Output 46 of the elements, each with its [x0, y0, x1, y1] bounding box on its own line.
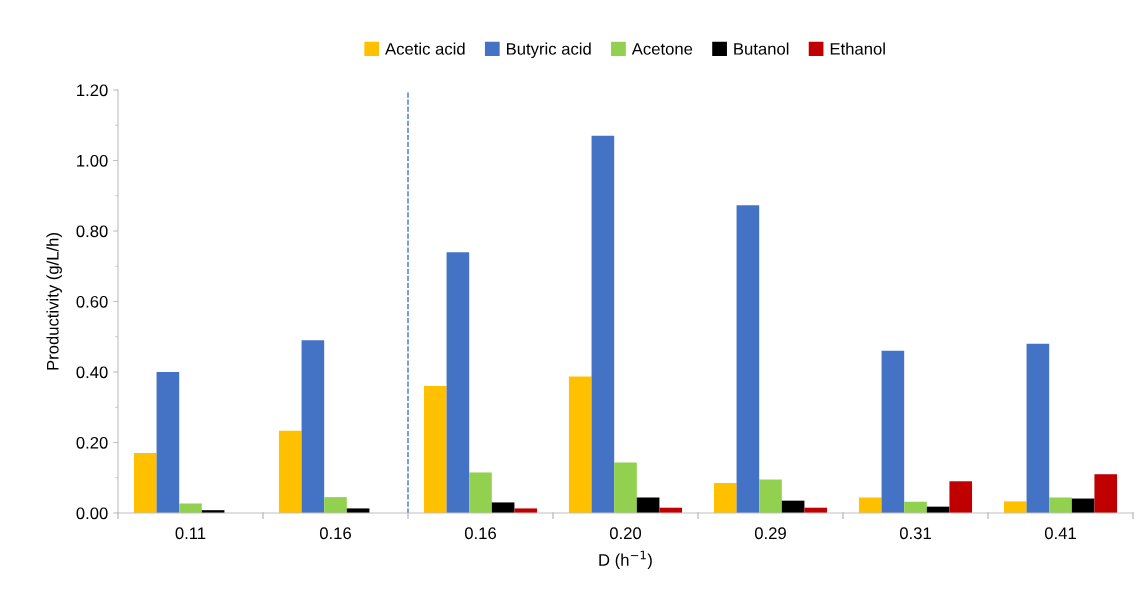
bar — [759, 479, 782, 513]
bar — [156, 372, 180, 513]
bar — [491, 502, 515, 513]
bar — [179, 503, 202, 513]
bar — [591, 135, 615, 513]
x-tick-label: 0.16 — [319, 527, 351, 540]
bar — [1003, 501, 1027, 513]
y-tick-label: 0.40 — [76, 366, 108, 379]
x-axis-title: D (h$^{−1}$) — [599, 550, 652, 570]
x-tick-label: 0.20 — [609, 527, 642, 540]
bar — [949, 481, 973, 513]
bar — [301, 340, 325, 513]
bar — [904, 501, 927, 513]
bar — [858, 497, 882, 513]
bar — [278, 430, 302, 513]
y-tick-label: 1.00 — [77, 154, 108, 167]
bar — [324, 497, 347, 513]
bar — [568, 376, 592, 513]
bar — [1049, 497, 1072, 513]
legend-label: Butanol — [734, 42, 789, 55]
y-tick-label: 0.20 — [76, 436, 108, 449]
bar — [446, 252, 470, 513]
legend-label: Ethanol — [830, 42, 885, 55]
y-axis-title: Productivity (g/L/h) — [46, 233, 62, 370]
y-tick-label: 1.20 — [77, 84, 108, 97]
bar — [614, 462, 637, 513]
x-tick-label: 0.41 — [1044, 527, 1076, 540]
bar — [1094, 474, 1118, 513]
bar — [881, 350, 905, 513]
x-tick-label: 0.31 — [899, 527, 931, 540]
x-tick-label: 0.16 — [464, 527, 496, 540]
bar — [423, 386, 447, 513]
bar — [713, 483, 737, 513]
bar — [636, 497, 660, 513]
bar — [1026, 343, 1050, 513]
legend-label: Acetone — [631, 43, 693, 55]
x-tick-label: 0.11 — [175, 527, 206, 540]
bar — [736, 205, 760, 513]
y-tick-label: 0.00 — [76, 507, 108, 520]
y-tick-label: 0.60 — [76, 295, 108, 308]
x-tick-label: 0.29 — [754, 527, 786, 540]
bar — [469, 472, 492, 513]
y-tick-label: 0.80 — [76, 225, 108, 238]
legend-label: Butyric acid — [506, 42, 591, 59]
bar — [133, 453, 157, 513]
legend-label: Acetic acid — [385, 42, 465, 55]
